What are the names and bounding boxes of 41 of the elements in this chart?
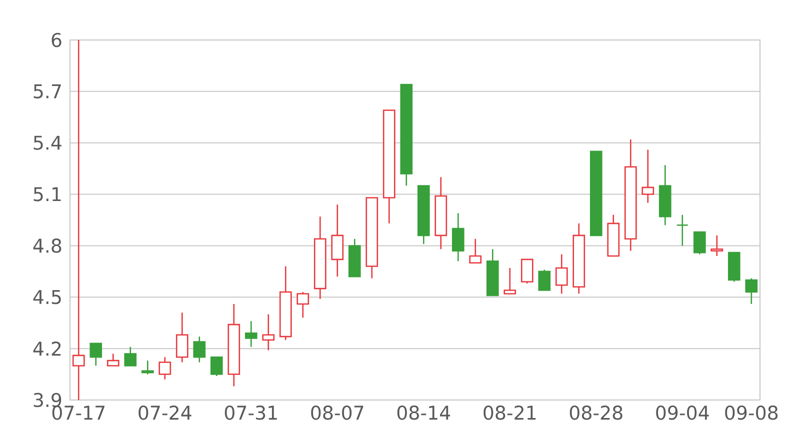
y-tick-label: 6 (52, 32, 62, 48)
candlestick (452, 212, 464, 262)
x-tick-label: 08-07 (311, 406, 364, 420)
candlestick (106, 353, 120, 366)
candlestick (538, 269, 551, 291)
candlestick (676, 214, 689, 246)
candlestick (90, 342, 102, 366)
candlestick (469, 238, 482, 264)
candlestick (331, 204, 344, 278)
x-tick-label: 07-24 (138, 406, 192, 420)
candlestick (141, 360, 154, 375)
x-tick-label: 07-17 (52, 406, 104, 420)
candlestick (124, 346, 137, 366)
y-tick-label: 3.9 (34, 392, 62, 408)
x-tick-label: 09-08 (725, 406, 778, 420)
x-tick-label: 08-21 (484, 406, 536, 420)
candlestick (262, 314, 275, 351)
candlestick (520, 258, 534, 284)
y-tick-label: 4.2 (33, 342, 61, 356)
x-tick-label: 08-14 (397, 406, 450, 420)
candlestick (296, 291, 310, 318)
candlestick (642, 149, 654, 204)
candlestick (693, 231, 706, 255)
candlestick (193, 336, 206, 363)
candlestick (745, 278, 758, 305)
candlestick (504, 267, 516, 294)
candlestick (210, 356, 223, 377)
candlestick (72, 40, 85, 400)
candlestick (244, 320, 258, 348)
y-tick-label: 5.7 (34, 84, 61, 98)
y-tick-label: 5.4 (34, 136, 62, 150)
x-tick-label: 08-28 (570, 406, 622, 420)
y-tick-label: 5.1 (34, 187, 61, 202)
x-tick-label: 07-31 (224, 406, 277, 420)
candlestick (176, 312, 188, 363)
candlestick (710, 234, 724, 257)
candlestick (158, 356, 172, 380)
y-tick-label: 4.8 (33, 238, 62, 253)
x-tick-label: 09-04 (656, 406, 709, 420)
candlestick (555, 254, 568, 294)
y-tick-label: 4.5 (33, 290, 61, 304)
